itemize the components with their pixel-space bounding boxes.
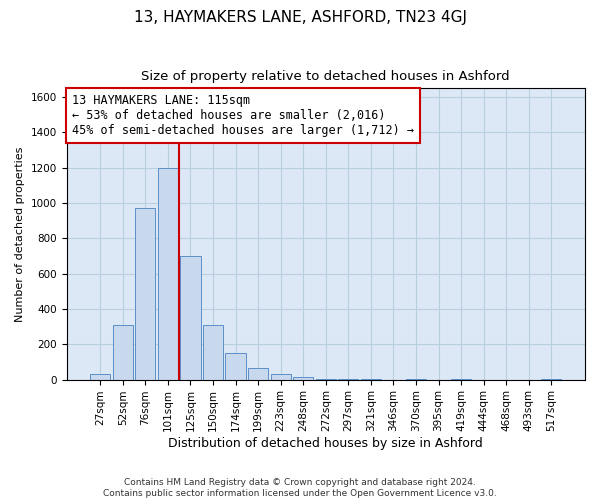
Y-axis label: Number of detached properties: Number of detached properties [15, 146, 25, 322]
Bar [248, 368, 268, 380]
Text: 13 HAYMAKERS LANE: 115sqm
← 53% of detached houses are smaller (2,016)
45% of se: 13 HAYMAKERS LANE: 115sqm ← 53% of detac… [72, 94, 414, 137]
Bar [293, 377, 313, 380]
Bar [338, 379, 358, 380]
Bar [541, 379, 562, 380]
Bar [181, 256, 200, 380]
Text: Contains HM Land Registry data © Crown copyright and database right 2024.
Contai: Contains HM Land Registry data © Crown c… [103, 478, 497, 498]
Bar [406, 379, 426, 380]
Bar [316, 378, 336, 380]
Bar [271, 374, 291, 380]
X-axis label: Distribution of detached houses by size in Ashford: Distribution of detached houses by size … [169, 437, 483, 450]
Text: 13, HAYMAKERS LANE, ASHFORD, TN23 4GJ: 13, HAYMAKERS LANE, ASHFORD, TN23 4GJ [133, 10, 467, 25]
Bar [135, 208, 155, 380]
Bar [226, 353, 246, 380]
Bar [113, 325, 133, 380]
Bar [90, 374, 110, 380]
Bar [158, 168, 178, 380]
Title: Size of property relative to detached houses in Ashford: Size of property relative to detached ho… [142, 70, 510, 83]
Bar [203, 325, 223, 380]
